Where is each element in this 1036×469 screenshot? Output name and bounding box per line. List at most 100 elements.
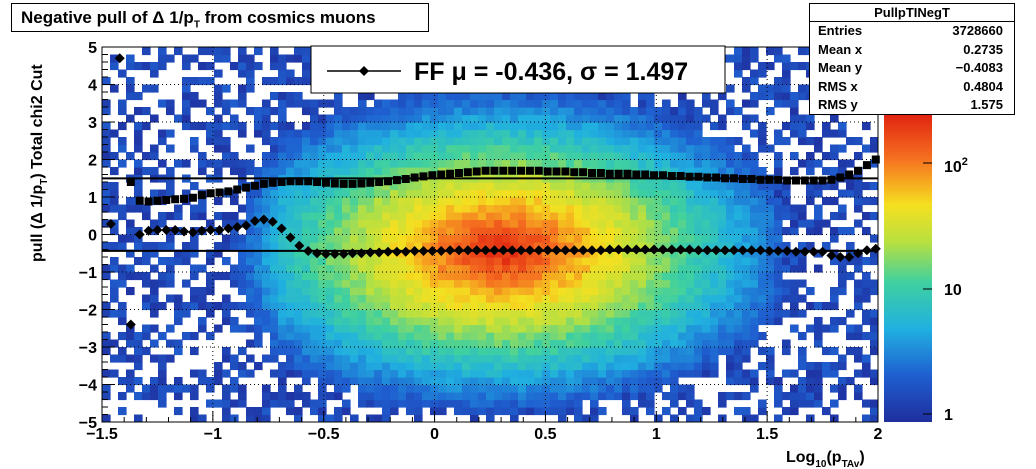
heatmap-cell bbox=[590, 317, 599, 326]
heatmap-cell bbox=[686, 317, 695, 326]
heatmap-cell bbox=[622, 339, 631, 348]
mean-point bbox=[826, 250, 837, 261]
heatmap-cell bbox=[286, 204, 295, 213]
heatmap-cell bbox=[638, 144, 647, 153]
heatmap-cell bbox=[270, 144, 279, 153]
heatmap-cell bbox=[238, 219, 247, 228]
heatmap-cell bbox=[782, 92, 791, 101]
heatmap-cell bbox=[486, 354, 495, 363]
heatmap-cell bbox=[334, 129, 343, 138]
heatmap-cell bbox=[454, 212, 463, 221]
heatmap-cell bbox=[486, 122, 495, 131]
heatmap-cell bbox=[342, 399, 351, 408]
heatmap-cell bbox=[510, 234, 519, 243]
heatmap-cell bbox=[302, 107, 311, 116]
heatmap-cell bbox=[782, 189, 791, 198]
mean-point bbox=[232, 222, 243, 232]
heatmap-cell bbox=[406, 137, 415, 146]
heatmap-cell bbox=[638, 332, 647, 341]
heatmap-cell bbox=[470, 137, 479, 146]
heatmap-cell bbox=[222, 317, 231, 326]
heatmap-cell bbox=[286, 212, 295, 221]
heatmap-cell bbox=[446, 92, 455, 101]
heatmap-cell bbox=[318, 129, 327, 138]
heatmap-cell bbox=[622, 122, 631, 131]
heatmap-cell bbox=[590, 204, 599, 213]
heatmap-cell bbox=[614, 279, 623, 288]
heatmap-cell bbox=[182, 332, 191, 341]
heatmap-cell bbox=[502, 249, 511, 258]
heatmap-cell bbox=[590, 242, 599, 251]
heatmap-cell bbox=[670, 317, 679, 326]
heatmap-cell bbox=[398, 204, 407, 213]
heatmap-cell bbox=[550, 399, 559, 408]
sigma-point bbox=[339, 179, 348, 188]
heatmap-cell bbox=[350, 212, 359, 221]
heatmap-cell bbox=[406, 257, 415, 266]
heatmap-cell bbox=[302, 369, 311, 378]
heatmap-cell bbox=[654, 369, 663, 378]
heatmap-cell bbox=[302, 212, 311, 221]
heatmap-cell bbox=[534, 159, 543, 168]
heatmap-cell bbox=[246, 84, 255, 93]
heatmap-cell bbox=[374, 227, 383, 236]
heatmap-cell bbox=[662, 272, 671, 281]
heatmap-cell bbox=[270, 339, 279, 348]
heatmap-cell bbox=[534, 377, 543, 386]
heatmap-cell bbox=[622, 347, 631, 356]
heatmap-cell bbox=[302, 309, 311, 318]
heatmap-cell bbox=[246, 272, 255, 281]
heatmap-cell bbox=[782, 62, 791, 71]
heatmap-cell bbox=[390, 257, 399, 266]
heatmap-cell bbox=[518, 92, 527, 101]
heatmap-cell bbox=[470, 159, 479, 168]
heatmap-cell bbox=[150, 167, 159, 176]
heatmap-cell bbox=[718, 272, 727, 281]
heatmap-cell bbox=[782, 257, 791, 266]
heatmap-cell bbox=[766, 92, 775, 101]
heatmap-cell bbox=[438, 227, 447, 236]
heatmap-cell bbox=[134, 137, 143, 146]
heatmap-cell bbox=[414, 309, 423, 318]
heatmap-cell bbox=[158, 279, 167, 288]
heatmap-cell bbox=[718, 144, 727, 153]
heatmap-cell bbox=[182, 257, 191, 266]
heatmap-cell bbox=[782, 212, 791, 221]
heatmap-cell bbox=[198, 204, 207, 213]
heatmap-cell bbox=[854, 137, 863, 146]
heatmap-cell bbox=[518, 279, 527, 288]
heatmap-cell bbox=[694, 362, 703, 371]
heatmap-cell bbox=[318, 392, 327, 401]
heatmap-cell bbox=[262, 219, 271, 228]
heatmap-cell bbox=[526, 302, 535, 311]
heatmap-cell bbox=[694, 339, 703, 348]
heatmap-cell bbox=[342, 369, 351, 378]
heatmap-cell bbox=[454, 107, 463, 116]
heatmap-cell bbox=[814, 324, 823, 333]
heatmap-cell bbox=[486, 392, 495, 401]
heatmap-cell bbox=[574, 92, 583, 101]
heatmap-cell bbox=[222, 54, 231, 63]
heatmap-cell bbox=[670, 219, 679, 228]
heatmap-cell bbox=[814, 144, 823, 153]
heatmap-cell bbox=[462, 219, 471, 228]
heatmap-cell bbox=[558, 114, 567, 123]
mean-point bbox=[755, 245, 766, 256]
heatmap-cell bbox=[366, 122, 375, 131]
heatmap-cell bbox=[206, 384, 215, 393]
heatmap-cell bbox=[566, 317, 575, 326]
heatmap-cell bbox=[454, 362, 463, 371]
heatmap-cell bbox=[614, 324, 623, 333]
heatmap-cell bbox=[278, 332, 287, 341]
heatmap-cell bbox=[126, 354, 135, 363]
heatmap-cell bbox=[670, 114, 679, 123]
heatmap-cell bbox=[534, 272, 543, 281]
heatmap-cell bbox=[542, 182, 551, 191]
heatmap-cell bbox=[430, 234, 439, 243]
heatmap-cell bbox=[702, 407, 711, 416]
heatmap-cell bbox=[534, 212, 543, 221]
heatmap-cell bbox=[286, 354, 295, 363]
heatmap-cell bbox=[486, 309, 495, 318]
heatmap-cell bbox=[782, 339, 791, 348]
heatmap-cell bbox=[318, 287, 327, 296]
